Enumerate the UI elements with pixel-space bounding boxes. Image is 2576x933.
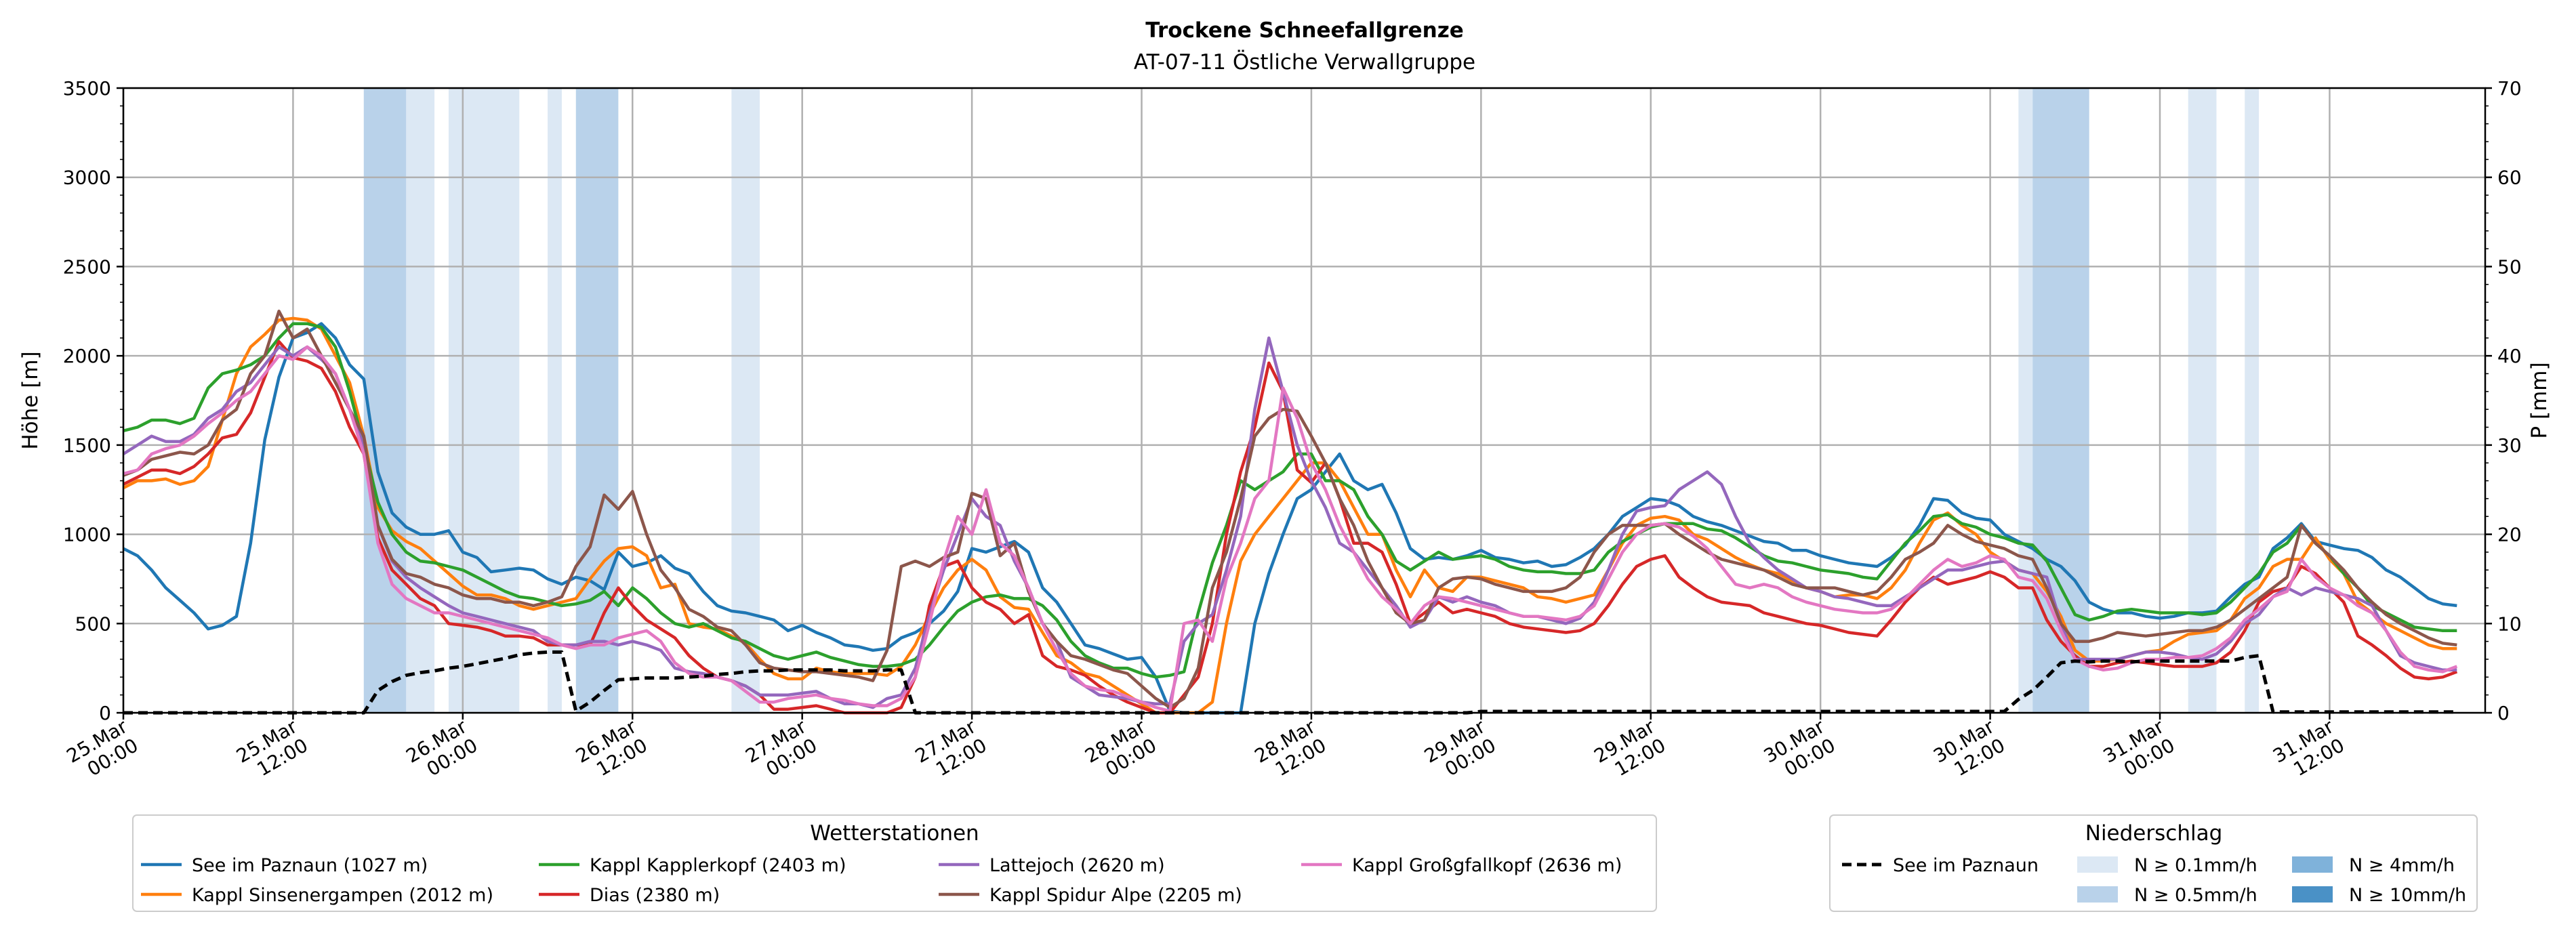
precip-band: [406, 88, 435, 713]
y2-axis-label: P [mm]: [2527, 362, 2552, 438]
legend-label: Kappl Kapplerkopf (2403 m): [590, 855, 846, 876]
y-tick-label: 3500: [63, 77, 111, 100]
series-line: [123, 650, 2457, 715]
y-axis-label: Höhe [m]: [18, 351, 43, 449]
y-tick-label: 1000: [63, 524, 111, 546]
precip-band: [363, 88, 407, 713]
precip-legend: Niederschlag See im Paznaun N ≥ 0.1mm/h N…: [1829, 814, 2478, 912]
precip-legend-line-label: See im Paznaun: [1893, 855, 2039, 876]
chart-title: Trockene Schneefallgrenze: [1145, 18, 1464, 43]
series-line: [122, 322, 2457, 715]
y-tick-label: 2000: [63, 345, 111, 367]
precip-legend-label: N ≥ 10mm/h: [2349, 885, 2466, 906]
y2-tick-label: 10: [2497, 613, 2522, 635]
precip-band: [575, 88, 619, 713]
plot-frame: [122, 87, 2487, 714]
y2-tick-label: 50: [2497, 255, 2522, 278]
precip-legend-label: N ≥ 0.1mm/h: [2134, 855, 2257, 876]
precip-band: [548, 88, 562, 713]
legend-label: Kappl Spidur Alpe (2205 m): [989, 885, 1242, 906]
y2-tick-label: 0: [2497, 702, 2510, 724]
precip-legend-title: Niederschlag: [2085, 821, 2223, 846]
precip-band: [2245, 88, 2260, 713]
chart-subtitle: AT-07-11 Östliche Verwallgruppe: [1134, 49, 1475, 75]
y2-tick-label: 70: [2497, 77, 2522, 100]
precip-band: [2188, 88, 2217, 713]
precip-legend-swatch: [2292, 856, 2333, 873]
precip-band: [448, 88, 520, 713]
y-tick-label: 500: [75, 613, 111, 635]
legend-label: See im Paznaun (1027 m): [192, 855, 428, 876]
y2-tick-label: 30: [2497, 434, 2522, 457]
precip-legend-label: N ≥ 4mm/h: [2349, 855, 2455, 876]
y-tick-label: 3000: [63, 167, 111, 189]
precip-legend-swatch: [2292, 886, 2333, 903]
precip-legend-swatch: [2077, 856, 2118, 873]
y-tick-label: 1500: [63, 434, 111, 457]
series-line: [123, 345, 2458, 713]
series-line: [123, 310, 2457, 709]
y2-tick-label: 20: [2497, 524, 2522, 546]
precip-legend-label: N ≥ 0.5mm/h: [2134, 885, 2257, 906]
legend-label: Lattejoch (2620 m): [989, 855, 1165, 876]
precip-band: [731, 88, 760, 713]
series-line: [123, 322, 2457, 679]
stations-legend: Wetterstationen See im Paznaun (1027 m) K…: [132, 814, 1657, 912]
legend-label: Dias (2380 m): [590, 885, 720, 906]
stations-legend-frame: [132, 814, 1657, 912]
legend-label: Kappl Großgfallkopf (2636 m): [1352, 855, 1622, 876]
stations-legend-title: Wetterstationen: [810, 821, 979, 846]
legend-label: Kappl Sinsenergampen (2012 m): [192, 885, 493, 906]
series-lines: [122, 310, 2458, 715]
y-tick-label: 2500: [63, 255, 111, 278]
series-line: [122, 339, 2458, 715]
precip-legend-swatch: [2077, 886, 2118, 903]
y2-tick-label: 60: [2497, 167, 2522, 189]
series-line: [122, 336, 2457, 709]
y-axis-right: 0 10 20 30 40 50 60 70: [2485, 77, 2522, 724]
y-axis-left: 0 500 1000 1500 2000 2500 3000 3500: [63, 77, 123, 724]
y2-tick-label: 40: [2497, 345, 2522, 367]
y-tick-label: 0: [99, 702, 111, 724]
precip-band: [2018, 88, 2033, 713]
precipitation-bands: [363, 88, 2260, 713]
